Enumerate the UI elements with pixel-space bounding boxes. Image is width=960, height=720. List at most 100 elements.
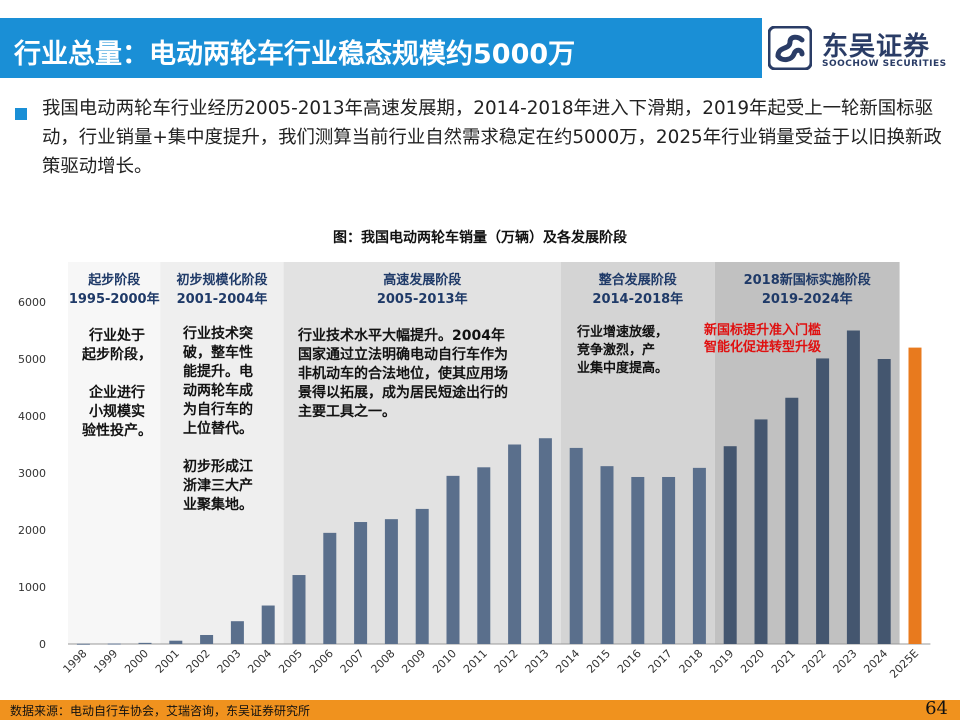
phase-background-1 [160,262,284,644]
bar-2007 [354,522,368,644]
x-tick-label: 2020 [738,647,767,676]
phase-desc-1-line: 浙津三大产 [183,477,253,494]
bar-2003 [230,621,244,644]
bar-2006 [323,532,337,644]
bar-2024 [877,359,891,644]
x-tick-label: 2003 [215,647,244,676]
bar-2017 [662,476,676,644]
y-tick-label: 5000 [18,353,46,366]
bar-2000 [138,642,152,644]
x-tick-label: 2013 [523,647,552,676]
bar-2012 [508,444,522,644]
bar-2019 [723,446,737,644]
phase-title-0: 起步阶段 [87,272,140,288]
phase-desc-1-line: 行业技术突 [182,325,253,342]
phase-desc-1-line: 业聚集地。 [183,496,253,513]
phase-desc-1-line: 能提升。电 [183,363,253,380]
phase-desc-2-line: 主要工具之一。 [298,403,396,420]
company-logo: 东吴证券 SOOCHOW SECURITIES [766,24,956,76]
page-number: 64 [925,698,948,719]
bar-2014 [569,447,583,644]
bar-2023 [846,330,860,644]
bar-2009 [415,508,429,644]
x-tick-label: 2025E [887,647,921,681]
bar-2004 [261,605,275,644]
bar-2016 [631,476,645,644]
x-tick-label: 2010 [430,647,459,676]
phase-desc-2-line: 非机动车的合法地位，使其应用场 [298,365,508,382]
x-tick-label: 2021 [769,647,798,676]
phase-desc-0-line: 起步阶段， [81,346,152,363]
phase-desc-1-line: 初步形成江 [183,458,253,475]
y-tick-label: 1000 [18,581,46,594]
x-tick-label: 2019 [707,647,736,676]
x-tick-label: 2001 [153,647,182,676]
bar-2008 [384,519,398,644]
phase-desc-2-line: 行业技术水平大幅提升。2004年 [297,327,505,344]
x-tick-label: 2017 [646,647,675,676]
x-tick-label: 2015 [584,647,613,676]
soochow-s-logo-icon [768,26,812,70]
logo-name-cn: 东吴证券 [822,32,931,62]
phase-years-2: 2005-2013年 [377,291,468,307]
phase-desc-2-line: 景得以拓展，成为居民短途出行的 [298,384,508,401]
phase-desc-3-line: 业集中度提高。 [577,360,668,376]
phase-title-2: 高速发展阶段 [383,272,461,288]
phase-title-3: 整合发展阶段 [598,272,677,288]
data-source-note: 数据来源：电动自行车协会，艾瑞咨询，东吴证券研究所 [10,704,311,718]
x-tick-label: 2016 [615,647,644,676]
footer-bar: 数据来源：电动自行车协会，艾瑞咨询，东吴证券研究所 64 [0,698,960,720]
x-tick-label: 2006 [307,647,336,676]
phase-title-4: 2018新国标实施阶段 [744,272,871,288]
y-tick-label: 4000 [18,410,46,423]
bar-2001 [169,640,183,644]
x-tick-label: 2005 [276,647,305,676]
y-tick-label: 3000 [18,467,46,480]
logo-name-en: SOOCHOW SECURITIES [822,59,947,69]
phase-desc-3-line: 竞争激烈，产 [577,342,655,358]
x-tick-label: 2011 [461,647,490,676]
x-tick-label: 2008 [369,647,398,676]
title-bar: 行业总量：电动两轮车行业稳态规模约5000万 [0,18,762,78]
phase-desc-1-line: 上位替代。 [183,420,253,437]
page-title: 行业总量：电动两轮车行业稳态规模约5000万 [14,39,576,70]
bar-2015 [600,466,614,644]
phase-desc-2-line: 国家通过立法明确电动自行车作为 [298,346,508,363]
bar-2021 [785,397,799,644]
phase-background-0 [68,262,161,644]
phase-desc-4-line: 新国标提升准入门槛 [704,322,821,338]
x-tick-label: 2023 [831,647,860,676]
bar-2025E [908,347,922,644]
phase-desc-0-line: 验性投产。 [82,422,152,439]
phase-desc-4-line: 智能化促进转型升级 [704,339,822,355]
phase-desc-0-line: 企业进行 [88,384,145,401]
y-tick-label: 2000 [18,524,46,537]
bar-2020 [754,419,768,644]
bar-2010 [446,475,460,644]
phase-desc-1-line: 为自行车的 [183,401,253,418]
x-tick-label: 2012 [492,647,521,676]
phase-desc-3-line: 行业增速放缓， [576,324,668,340]
phase-desc-0-line: 行业处于 [88,327,145,344]
bar-1998 [76,643,90,645]
bar-2013 [538,438,552,644]
x-tick-label: 1999 [91,647,120,676]
y-tick-label: 6000 [18,296,46,309]
bar-2022 [816,358,830,644]
x-tick-label: 2002 [184,647,213,676]
x-tick-label: 2004 [245,647,274,676]
phase-desc-1-line: 动两轮车成 [183,382,253,399]
chart-title: 图：我国电动两轮车销量（万辆）及各发展阶段 [333,230,627,246]
bullet-square-icon [15,108,27,120]
phase-years-4: 2019-2024年 [762,291,853,307]
x-tick-label: 2009 [399,647,428,676]
bar-2005 [292,575,306,644]
phase-desc-0-line: 小规模实 [89,403,145,420]
x-tick-label: 2014 [553,647,582,676]
x-tick-label: 2018 [677,647,706,676]
phase-title-1: 初步规模化阶段 [176,272,267,288]
phase-background-4 [714,262,900,644]
x-tick-label: 2007 [338,647,367,676]
x-tick-label: 2022 [800,647,829,676]
